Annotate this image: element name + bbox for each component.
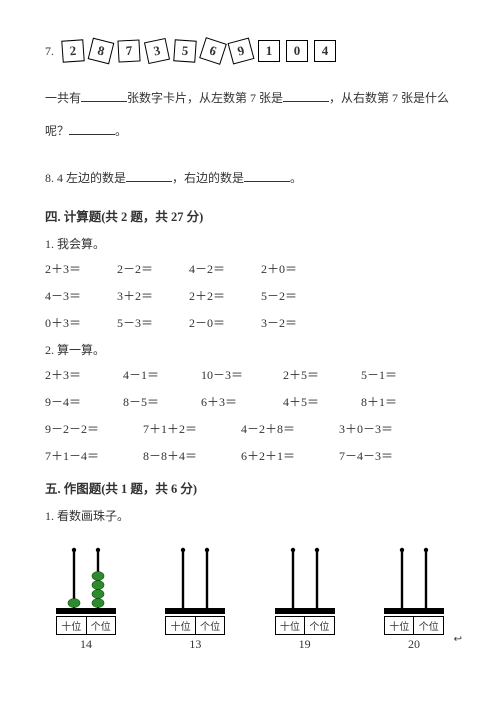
calc-cell: 6＋2＋1＝ [241, 447, 339, 464]
q8-line: 8. 4 左边的数是 ，右边的数是 。 [45, 164, 455, 193]
abacus-number: 14 [80, 637, 92, 652]
calc-cell: 5－2＝ [261, 287, 333, 304]
label-tens: 十位 [57, 617, 87, 634]
calc-cell: 4－2＝ [189, 260, 261, 277]
q8-mid: ，右边的数是 [172, 171, 244, 185]
abacus-row: 十位个位14十位个位13十位个位19十位个位20 [45, 546, 455, 652]
calc-cell: 7－4－3＝ [339, 447, 419, 464]
abacus-labels: 十位个位 [165, 616, 225, 635]
calc-cell: 2＋0＝ [261, 260, 333, 277]
calc-cell: 4－1＝ [123, 366, 201, 383]
abacus: 十位个位 20 [375, 546, 453, 652]
abacus: 十位个位 19 [266, 546, 344, 652]
blank [126, 170, 172, 182]
label-tens: 十位 [385, 617, 415, 634]
q7-t2: 张数字卡片，从左数第 7 张是 [127, 91, 283, 105]
calc-cell: 8－5＝ [123, 393, 201, 410]
label-ones: 个位 [305, 617, 334, 634]
calc-row: 7＋1－4＝8－8＋4＝6＋2＋1＝7－4－3＝ [45, 447, 455, 464]
q8-pre: 8. 4 左边的数是 [45, 171, 126, 185]
abacus-number: 20 [408, 637, 420, 652]
calc-cell: 4＋5＝ [283, 393, 361, 410]
number-card: 1 [258, 40, 280, 62]
q7-line1: 一共有 张数字卡片，从左数第 7 张是 ，从右数第 7 张是什么 [45, 84, 455, 113]
calc-row: 2＋3＝4－1＝10－3＝2＋5＝5－1＝ [45, 366, 455, 383]
number-card: 8 [88, 38, 115, 65]
number-card: 3 [144, 38, 170, 64]
calc-cell: 2＋3＝ [45, 366, 123, 383]
calc-cell: 4－2＋8＝ [241, 420, 339, 437]
calc-cell: 2＋2＝ [189, 287, 261, 304]
calc-cell: 4－3＝ [45, 287, 117, 304]
calc-cell: 2＋3＝ [45, 260, 117, 277]
calc-row: 2＋3＝2－2＝4－2＝2＋0＝ [45, 260, 455, 277]
calc-cell: 9－2－2＝ [45, 420, 143, 437]
section4-title: 四. 计算题(共 2 题，共 27 分) [45, 206, 455, 225]
q7-t5: 。 [115, 124, 127, 138]
calc-cell: 2＋5＝ [283, 366, 361, 383]
sec5-p1-label: 1. 看数画珠子。 [45, 507, 455, 524]
number-cards-row: 2873569104 [62, 40, 342, 62]
number-card: 4 [314, 40, 336, 62]
abacus-labels: 十位个位 [56, 616, 116, 635]
calc-cell: 3＋0－3＝ [339, 420, 419, 437]
abacus: 十位个位 14 [47, 546, 125, 652]
abacus-number: 19 [299, 637, 311, 652]
q7-number: 7. [45, 44, 54, 59]
number-card: 0 [286, 40, 308, 62]
sec4-p1-grid: 2＋3＝2－2＝4－2＝2＋0＝ 4－3＝3＋2＝2＋2＝5－2＝ 0＋3＝5－3＝… [45, 260, 455, 331]
calc-cell: 0＋3＝ [45, 314, 117, 331]
blank [283, 90, 329, 102]
number-card: 5 [173, 39, 196, 62]
calc-cell: 8＋1＝ [361, 393, 421, 410]
q7-line2: 呢？ 。 [45, 117, 455, 146]
calc-row: 9－2－2＝7＋1＋2＝4－2＋8＝3＋0－3＝ [45, 420, 455, 437]
label-tens: 十位 [276, 617, 306, 634]
blank [81, 90, 127, 102]
calc-cell: 7＋1＋2＝ [143, 420, 241, 437]
sec4-p2-label: 2. 算一算。 [45, 341, 455, 358]
q8-end: 。 [290, 171, 302, 185]
cursor-icon: ↩ [454, 634, 462, 645]
calc-cell: 8－8＋4＝ [143, 447, 241, 464]
number-card: 6 [199, 37, 227, 65]
abacus-labels: 十位个位 [384, 616, 444, 635]
calc-cell: 6＋3＝ [201, 393, 283, 410]
number-card: 9 [228, 38, 255, 65]
calc-row: 4－3＝3＋2＝2＋2＝5－2＝ [45, 287, 455, 304]
q7-t3: ，从右数第 7 张是什么 [329, 91, 449, 105]
label-ones: 个位 [414, 617, 443, 634]
q7-t1: 一共有 [45, 91, 81, 105]
calc-row: 9－4＝8－5＝6＋3＝4＋5＝8＋1＝ [45, 393, 455, 410]
calc-cell: 9－4＝ [45, 393, 123, 410]
calc-cell: 5－1＝ [361, 366, 421, 383]
abacus: 十位个位 13 [156, 546, 234, 652]
calc-row: 0＋3＝5－3＝2－0＝3－2＝ [45, 314, 455, 331]
sec4-p2-grid: 2＋3＝4－1＝10－3＝2＋5＝5－1＝ 9－4＝8－5＝6＋3＝4＋5＝8＋1… [45, 366, 455, 464]
label-ones: 个位 [87, 617, 116, 634]
calc-cell: 10－3＝ [201, 366, 283, 383]
label-tens: 十位 [166, 617, 196, 634]
calc-cell: 2－0＝ [189, 314, 261, 331]
calc-cell: 2－2＝ [117, 260, 189, 277]
label-ones: 个位 [196, 617, 225, 634]
abacus-labels: 十位个位 [275, 616, 335, 635]
sec4-p1-label: 1. 我会算。 [45, 235, 455, 252]
blank [244, 170, 290, 182]
calc-cell: 3＋2＝ [117, 287, 189, 304]
calc-cell: 7＋1－4＝ [45, 447, 143, 464]
calc-cell: 3－2＝ [261, 314, 333, 331]
number-card: 7 [117, 39, 140, 62]
number-card: 2 [61, 39, 84, 62]
calc-cell: 5－3＝ [117, 314, 189, 331]
blank [69, 123, 115, 135]
abacus-number: 13 [189, 637, 201, 652]
section5-title: 五. 作图题(共 1 题，共 6 分) [45, 478, 455, 497]
q7-t4: 呢？ [45, 124, 69, 138]
